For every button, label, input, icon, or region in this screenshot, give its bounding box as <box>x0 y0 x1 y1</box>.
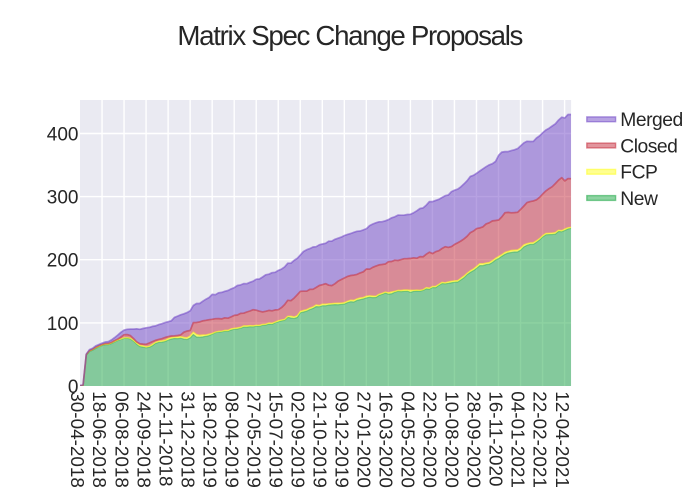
svg-text:30-04-2018: 30-04-2018 <box>66 391 87 488</box>
svg-text:09-12-2019: 09-12-2019 <box>331 391 352 488</box>
svg-text:08-04-2019: 08-04-2019 <box>220 391 241 488</box>
svg-text:10-08-2020: 10-08-2020 <box>441 391 462 488</box>
svg-text:21-10-2019: 21-10-2019 <box>309 391 330 488</box>
svg-text:FCP: FCP <box>620 163 657 184</box>
svg-text:16-03-2020: 16-03-2020 <box>375 391 396 488</box>
svg-text:300: 300 <box>47 188 79 209</box>
svg-text:200: 200 <box>47 251 79 272</box>
svg-text:27-01-2020: 27-01-2020 <box>353 391 374 488</box>
svg-text:18-02-2019: 18-02-2019 <box>198 391 219 488</box>
svg-text:04-01-2021: 04-01-2021 <box>507 391 528 488</box>
svg-text:15-07-2019: 15-07-2019 <box>264 391 285 488</box>
svg-text:Matrix Spec Change Proposals: Matrix Spec Change Proposals <box>177 20 523 51</box>
svg-text:31-12-2018: 31-12-2018 <box>176 391 197 488</box>
svg-text:16-11-2020: 16-11-2020 <box>485 391 506 486</box>
svg-text:18-06-2018: 18-06-2018 <box>88 391 109 488</box>
svg-text:400: 400 <box>47 124 79 145</box>
svg-text:24-09-2018: 24-09-2018 <box>132 391 153 488</box>
svg-text:Merged: Merged <box>620 110 682 131</box>
svg-text:0: 0 <box>68 377 79 398</box>
svg-text:12-04-2021: 12-04-2021 <box>551 391 572 488</box>
svg-text:22-02-2021: 22-02-2021 <box>529 391 550 488</box>
svg-text:New: New <box>620 189 658 210</box>
svg-text:22-06-2020: 22-06-2020 <box>419 391 440 488</box>
svg-text:27-05-2019: 27-05-2019 <box>242 391 263 488</box>
svg-text:02-09-2019: 02-09-2019 <box>287 391 308 488</box>
svg-text:04-05-2020: 04-05-2020 <box>397 391 418 488</box>
svg-text:12-11-2018: 12-11-2018 <box>154 391 175 486</box>
svg-text:06-08-2018: 06-08-2018 <box>110 391 131 488</box>
svg-text:28-09-2020: 28-09-2020 <box>463 391 484 488</box>
svg-text:100: 100 <box>47 314 79 335</box>
svg-text:Closed: Closed <box>620 136 677 157</box>
